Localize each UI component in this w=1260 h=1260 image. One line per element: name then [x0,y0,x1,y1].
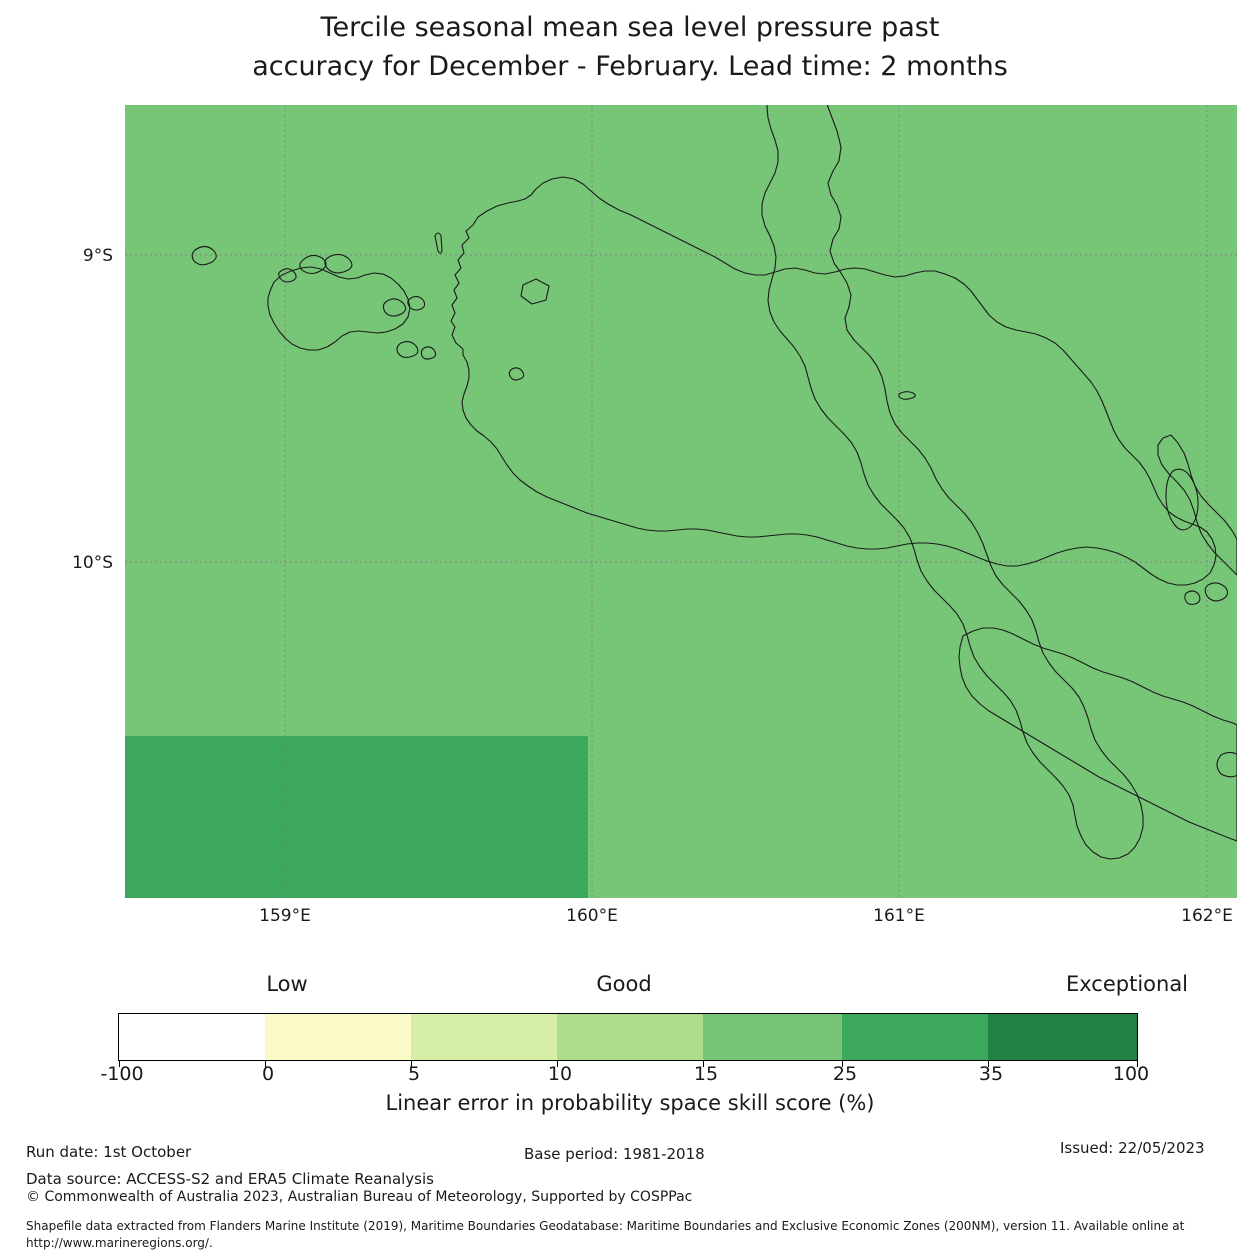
xtick-162E: 162°E [1181,906,1233,926]
colorbar-ticklabel-15: 15 [693,1063,719,1085]
footer-run-date: Run date: 1st October [26,1143,192,1161]
colorbar-segment-ten-to-fifteen [557,1014,703,1060]
coastlines [191,105,1237,860]
colorbar[interactable] [118,1013,1138,1061]
footer-issued-date: Issued: 22/05/2023 [1060,1139,1205,1157]
colorbar-segment-fifteen-to-twentyfive [703,1014,842,1060]
colorbar-ticklabel-35: 35 [978,1063,1004,1085]
colorbar-category-exceptional: Exceptional [1065,972,1189,996]
colorbar-category-good: Good [596,972,652,996]
coastline-russell-east-c [396,340,419,359]
colorbar-tickmark--100 [119,1061,120,1067]
coastline-russell-north-a [299,254,327,275]
colorbar-segment-zero-to-five [265,1014,411,1060]
colorbar-segment-thirtyfive-to-hundred [988,1014,1137,1060]
colorbar-tickmark-5 [411,1061,412,1067]
colorbar-ticklabel-5: 5 [407,1063,421,1085]
skill-cell-25-35-lower-left [125,736,588,898]
coastline-russell-north-b [324,253,353,274]
footer-copyright: © Commonwealth of Australia 2023, Austra… [26,1189,693,1205]
ytick-10S: 10°S [72,553,113,573]
page-title: Tercile seasonal mean sea level pressure… [252,12,1008,82]
coastline-islet-isabel-se-b [1184,590,1201,605]
coastline-malaita-islet-a [1216,751,1237,778]
xtick-160E: 160°E [566,906,618,926]
footer-shapefile-attribution: Shapefile data extracted from Flanders M… [26,1219,1185,1250]
footer-data-source: Data source: ACCESS-S2 and ERA5 Climate … [26,1170,434,1188]
coastline-russell-small-pentagon [520,278,550,305]
colorbar-axis-label: Linear error in probability space skill … [385,1091,875,1115]
colorbar-tickmark-35 [988,1061,989,1067]
colorbar-category-low: Low [266,972,308,996]
colorbar-ticklabel-100: 100 [1112,1063,1150,1085]
coastline-russell-islet-far-e [508,367,525,381]
coastline-ne-island-west [761,105,1144,860]
coastline-russell-east-b [407,295,426,311]
footer-base-period: Base period: 1981-2018 [524,1145,705,1163]
coastline-islet-east-mid [1165,468,1199,531]
ytick-9S: 9°S [82,246,113,266]
coastline-russell-east-d [420,346,437,360]
coastline-santa-isabel [450,176,1217,586]
coastline-russell-spur-ne [434,232,443,254]
colorbar-gradient[interactable] [118,1013,1138,1061]
colorbar-tickmark-10 [557,1061,558,1067]
colorbar-segment-below-zero [119,1014,265,1060]
colorbar-ticklabel-0: 0 [261,1063,275,1085]
xtick-159E: 159°E [259,906,311,926]
coastline-russell-east-a [382,298,407,317]
colorbar-segment-five-to-ten [411,1014,557,1060]
colorbar-ticklabel-25: 25 [832,1063,858,1085]
colorbar-ticklabel--100: -100 [100,1063,144,1085]
coastline-russell-islet-far-w [191,245,217,266]
map-svg [125,105,1237,898]
map-gridlines [125,105,1237,898]
map-plot-area[interactable] [125,105,1237,898]
colorbar-ticklabel-10: 10 [547,1063,573,1085]
coastline-islet-isabel-se-a [1204,582,1229,602]
coastline-russell-north-c [278,268,297,283]
colorbar-segment-twentyfive-to-thirtyfive [842,1014,988,1060]
coastline-islet-santa-isabel-ne [898,391,916,400]
coastline-malaita [958,627,1237,842]
skill-score-cells [125,105,1237,898]
skill-cell-15-25-main [125,105,1237,736]
colorbar-tickmark-25 [842,1061,843,1067]
skill-cell-15-25-lower-right [588,736,1237,898]
colorbar-tickmark-15 [703,1061,704,1067]
coastline-russell-main [267,266,411,351]
colorbar-tickmark-0 [265,1061,266,1067]
colorbar-tickmark-100 [1137,1061,1138,1067]
xtick-161E: 161°E [873,906,925,926]
